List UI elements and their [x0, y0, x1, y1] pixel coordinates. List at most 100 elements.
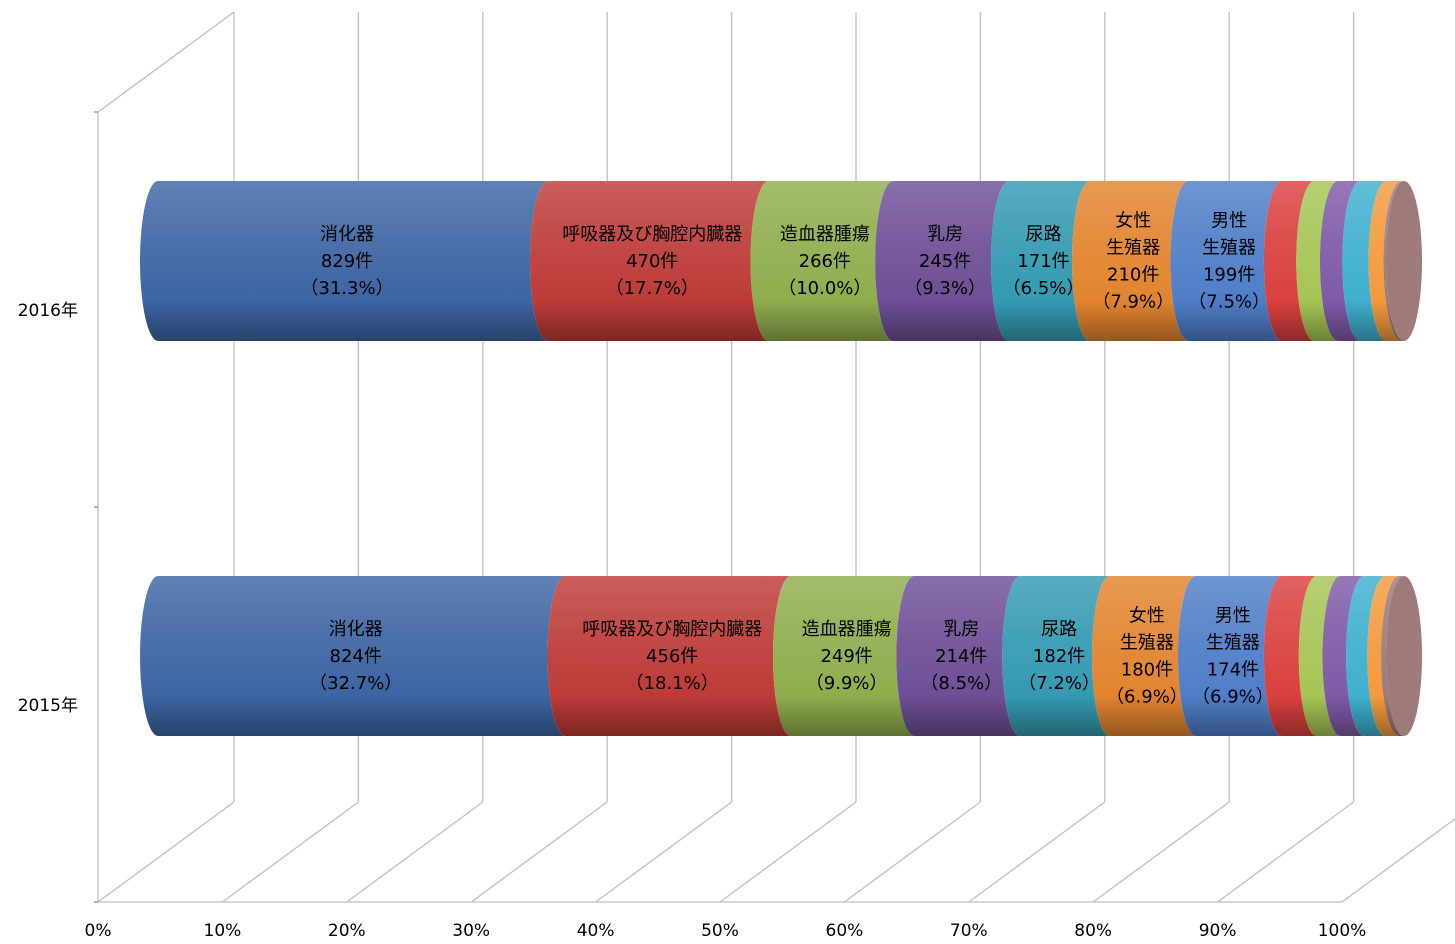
- data-label: 214件: [935, 646, 987, 667]
- data-label: 199件: [1203, 265, 1255, 286]
- bar-segment: [1322, 576, 1365, 736]
- bar-segment: [991, 181, 1091, 341]
- gridline-floor: [1217, 801, 1354, 903]
- data-label: 男性: [1215, 606, 1251, 627]
- bar-segment: [1296, 181, 1338, 341]
- data-label: 829件: [321, 251, 373, 272]
- data-label: 呼吸器及び胸腔内臓器: [562, 224, 742, 245]
- bar-segment: [1346, 576, 1386, 736]
- data-label: 266件: [799, 251, 851, 272]
- data-label: （17.7%）: [606, 278, 699, 299]
- data-label: 尿路: [1041, 619, 1077, 640]
- data-label: （7.2%）: [1018, 673, 1100, 694]
- gridline-floor: [346, 801, 484, 903]
- data-label: 456件: [646, 646, 698, 667]
- gridline-floor: [1341, 818, 1455, 903]
- x-tick-label: 30%: [452, 921, 490, 940]
- data-label: （7.5%）: [1188, 292, 1270, 313]
- data-label: （9.9%）: [806, 673, 888, 694]
- gridline-floor: [968, 801, 1106, 903]
- x-tick-label: 60%: [826, 921, 864, 940]
- gridline-floor: [470, 801, 608, 903]
- data-label: 女性: [1129, 606, 1165, 627]
- data-label: （31.3%）: [300, 278, 393, 299]
- gridline-floor: [719, 801, 857, 903]
- data-label: 乳房: [927, 224, 963, 245]
- data-label: 174件: [1207, 660, 1259, 681]
- bar-segment: [140, 576, 566, 736]
- cylinder-end-cap: [1386, 181, 1422, 341]
- data-label: （7.9%）: [1092, 292, 1174, 313]
- gridline-floor: [97, 801, 235, 903]
- data-label: （10.0%）: [778, 278, 871, 299]
- gridline-floor: [1092, 801, 1230, 903]
- bar-segment: [1002, 576, 1110, 736]
- data-label: 生殖器: [1120, 632, 1174, 654]
- data-label: 男性: [1211, 211, 1247, 232]
- bar-segment: [750, 181, 894, 341]
- data-label: 生殖器: [1106, 237, 1160, 259]
- side-wall-top-edge: [97, 11, 235, 113]
- x-tick-label: 0%: [85, 921, 112, 940]
- data-label: 249件: [820, 646, 872, 667]
- bar-segment: [1367, 576, 1400, 736]
- bar-segment: [1319, 181, 1361, 341]
- data-label: 造血器腫瘍: [802, 619, 892, 640]
- gridline-floor: [222, 801, 359, 903]
- data-label: 180件: [1121, 660, 1173, 681]
- y-category-label: 2016年: [18, 301, 78, 321]
- bar-segment: [140, 181, 548, 341]
- data-label: 470件: [626, 251, 678, 272]
- bar-segment: [1263, 576, 1317, 736]
- data-label: （18.1%）: [626, 673, 719, 694]
- x-tick-label: 40%: [577, 921, 615, 940]
- x-tick-label: 80%: [1074, 921, 1112, 940]
- data-label: 消化器: [320, 224, 374, 245]
- bar-segment: [1091, 576, 1196, 736]
- data-label: 824件: [330, 646, 382, 667]
- bar-segment: [772, 576, 915, 736]
- data-label: （6.5%）: [1003, 278, 1085, 299]
- cylinder-end-cap: [1386, 576, 1422, 736]
- data-label: （8.5%）: [920, 673, 1002, 694]
- data-label: 182件: [1033, 646, 1085, 667]
- data-label: （6.9%）: [1106, 687, 1188, 708]
- gridlines: [94, 11, 1455, 903]
- data-label: 210件: [1107, 265, 1159, 286]
- bar-segment: [1177, 576, 1282, 736]
- gridline-floor: [595, 801, 732, 903]
- bar-segment: [1381, 576, 1404, 736]
- data-label: 女性: [1115, 211, 1151, 232]
- bar-segment: [1298, 576, 1341, 736]
- bar-segment: [1368, 181, 1402, 341]
- data-label: 呼吸器及び胸腔内臓器: [582, 619, 762, 640]
- data-label: 生殖器: [1202, 237, 1256, 259]
- x-tick-label: 10%: [204, 921, 242, 940]
- y-category-label: 2015年: [18, 696, 78, 716]
- data-label: （9.3%）: [904, 278, 986, 299]
- bar-segment: [875, 181, 1010, 341]
- data-label: 造血器腫瘍: [780, 224, 870, 245]
- data-label: （32.7%）: [309, 673, 402, 694]
- cylinder-bar: 消化器 824件 （32.7%） 呼吸器及び胸腔内臓器 456件 （18.1%） 造血器腫瘍…: [140, 576, 1422, 736]
- cylinder-bar: 消化器 829件 （31.3%） 呼吸器及び胸腔内臓器 470件 （17.7%） 造血器腫瘍…: [140, 181, 1422, 341]
- bar-segment: [547, 576, 791, 736]
- x-tick-label: 100%: [1318, 921, 1367, 940]
- x-axis: 0% 10% 20% 30% 40% 50% 60% 70% 80% 90% 100%: [85, 921, 1367, 941]
- bar-segment: [1170, 181, 1282, 341]
- bar-segment: [1072, 181, 1189, 341]
- x-tick-label: 50%: [701, 921, 739, 940]
- data-label: 尿路: [1026, 224, 1062, 245]
- bar-segment: [1263, 181, 1315, 341]
- x-tick-label: 20%: [328, 921, 366, 940]
- bar-segment: [1342, 181, 1387, 341]
- bar-segment: [896, 576, 1021, 736]
- data-label: 消化器: [329, 619, 383, 640]
- x-tick-label: 90%: [1199, 921, 1237, 940]
- bar-segment: [529, 181, 769, 341]
- data-label: （6.9%）: [1192, 687, 1274, 708]
- data-label: 245件: [919, 251, 971, 272]
- data-label: 生殖器: [1206, 632, 1260, 654]
